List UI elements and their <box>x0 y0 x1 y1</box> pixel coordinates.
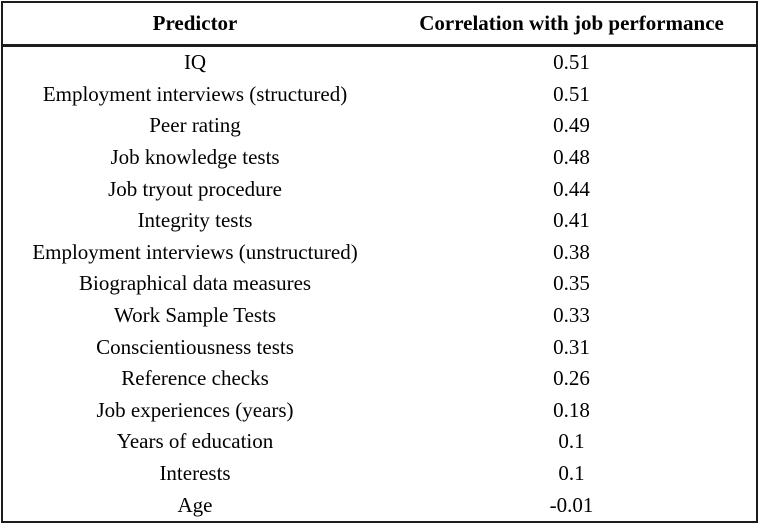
table-row: Age -0.01 <box>2 489 757 522</box>
predictor-cell: Employment interviews (unstructured) <box>32 239 358 264</box>
correlation-cell: 0.1 <box>558 429 585 454</box>
predictor-cell: Job experiences (years) <box>96 397 294 422</box>
table-row: Job experiences (years) 0.18 <box>2 395 757 427</box>
predictor-cell: Years of education <box>116 429 274 454</box>
predictor-cell: Interests <box>159 461 231 486</box>
table-row: Job tryout procedure 0.44 <box>2 173 757 205</box>
table-row: Employment interviews (structured) 0.51 <box>2 79 757 111</box>
predictor-cell: Job tryout procedure <box>108 176 282 201</box>
correlation-cell: 0.26 <box>553 366 590 391</box>
table-row: Biographical data measures 0.35 <box>2 268 757 300</box>
table-row: Peer rating 0.49 <box>2 110 757 142</box>
correlation-cell: 0.33 <box>553 303 590 328</box>
correlation-cell: 0.51 <box>553 81 590 106</box>
correlation-cell: 0.31 <box>553 334 590 359</box>
predictor-cell: Biographical data measures <box>78 271 312 296</box>
correlation-cell: 0.1 <box>558 461 585 486</box>
predictor-cell: Job knowledge tests <box>110 145 280 170</box>
correlation-cell: 0.49 <box>553 113 590 138</box>
table-header: Predictor Correlation with job performan… <box>2 2 757 47</box>
correlation-cell: 0.48 <box>553 145 590 170</box>
table-row: Years of education 0.1 <box>2 426 757 458</box>
correlation-cell: 0.41 <box>553 208 590 233</box>
predictor-cell: Reference checks <box>121 366 269 391</box>
table-row: Conscientiousness tests 0.31 <box>2 331 757 363</box>
predictor-column-header: Predictor <box>2 2 388 47</box>
table-row: Integrity tests 0.41 <box>2 205 757 237</box>
correlation-cell: 0.51 <box>553 50 590 75</box>
predictor-cell: Peer rating <box>149 113 241 138</box>
correlation-column-header: Correlation with job performance <box>387 2 757 47</box>
predictor-cell: Age <box>177 492 213 517</box>
table-body: IQ 0.51 Employment interviews (structured)… <box>2 46 757 522</box>
table-row: Employment interviews (unstructured) 0.38 <box>2 237 757 269</box>
table-row: Reference checks 0.26 <box>2 363 757 395</box>
header-row: Predictor Correlation with job performan… <box>2 2 757 47</box>
predictor-cell: IQ <box>183 50 207 75</box>
predictor-cell: Work Sample Tests <box>113 303 277 328</box>
predictor-cell: Conscientiousness tests <box>96 334 294 359</box>
correlation-cell: 0.18 <box>553 397 590 422</box>
correlation-cell: -0.01 <box>549 492 594 517</box>
predictor-cell: Integrity tests <box>137 208 253 233</box>
table-row: IQ 0.51 <box>2 46 757 79</box>
correlation-table: Predictor Correlation with job performan… <box>1 1 758 523</box>
table-row: Interests 0.1 <box>2 458 757 490</box>
correlation-cell: 0.38 <box>553 239 590 264</box>
predictor-cell: Employment interviews (structured) <box>42 81 348 106</box>
correlation-cell: 0.35 <box>553 271 590 296</box>
table-row: Job knowledge tests 0.48 <box>2 142 757 174</box>
table-row: Work Sample Tests 0.33 <box>2 300 757 332</box>
correlation-cell: 0.44 <box>553 176 590 201</box>
